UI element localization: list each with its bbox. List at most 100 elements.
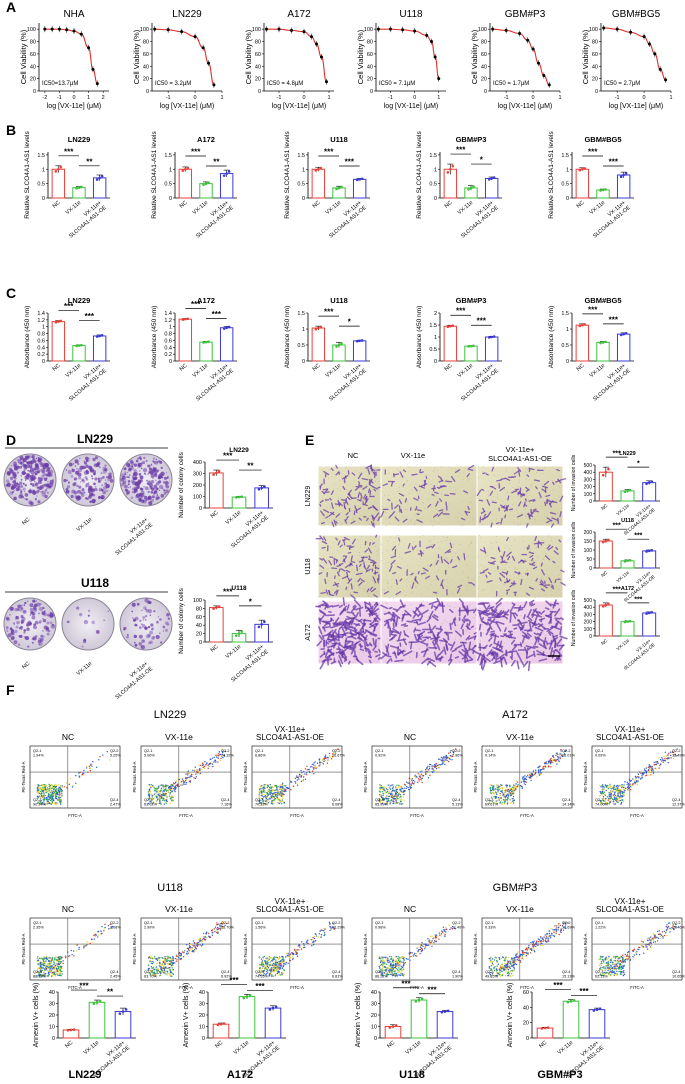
bar-chart-C-GBM#P3: 00.511.52 ******NC VX-11e VX-11e+SLCO4A1-AS… xyxy=(416,296,502,403)
colony xyxy=(18,494,23,499)
membrane-pore xyxy=(464,560,466,562)
membrane-pore xyxy=(541,577,543,579)
colony xyxy=(98,489,101,492)
membrane-pore xyxy=(532,635,534,637)
membrane-pore xyxy=(454,472,456,474)
membrane-pore xyxy=(446,536,448,538)
invading-cell xyxy=(509,613,512,623)
invading-cell xyxy=(447,632,450,641)
invading-cell xyxy=(375,653,382,658)
y-axis-title: Number of colony cells xyxy=(178,451,185,517)
invading-cell xyxy=(336,571,340,577)
data-point xyxy=(277,27,281,31)
event-dot xyxy=(199,767,201,770)
event-dot xyxy=(298,772,301,774)
x-tick-label: 0 xyxy=(72,95,75,101)
replicate-point xyxy=(583,323,587,326)
dish-label: NC xyxy=(21,661,31,671)
y-tick-label: 40 xyxy=(196,623,202,629)
y-tick-label: 100 xyxy=(584,548,593,554)
membrane-pore xyxy=(477,466,479,468)
x-tick-label: 1 xyxy=(220,95,223,101)
invading-cell xyxy=(322,488,329,491)
membrane-pore xyxy=(411,657,413,659)
invading-cell xyxy=(528,646,532,651)
colony xyxy=(95,629,100,634)
y-tick-label: 1 xyxy=(302,167,305,173)
colony xyxy=(147,464,151,468)
invading-cell xyxy=(544,607,550,611)
membrane-pore xyxy=(522,620,524,622)
event-dot xyxy=(335,748,337,751)
event-dot xyxy=(55,790,58,792)
event-dot xyxy=(193,777,195,779)
membrane-pore xyxy=(340,621,342,623)
event-dot xyxy=(48,783,50,786)
membrane-pore xyxy=(334,518,336,520)
flow-col-header: VX-11e xyxy=(165,732,193,742)
event-dot xyxy=(45,803,47,805)
membrane-pore xyxy=(515,603,517,605)
invading-cell xyxy=(449,542,453,549)
quadrant-value: 5.06% xyxy=(144,754,155,758)
invading-cell xyxy=(343,622,351,629)
x-tick-label: 0 xyxy=(532,95,535,101)
membrane-pore xyxy=(429,498,431,500)
event-dot xyxy=(212,765,214,768)
invading-cell xyxy=(552,634,559,638)
event-dot xyxy=(44,790,46,792)
membrane-pore xyxy=(434,495,436,497)
invading-cell xyxy=(464,653,469,661)
colony xyxy=(126,471,129,474)
membrane-pore xyxy=(384,661,386,663)
membrane-pore xyxy=(391,586,393,588)
membrane-pore xyxy=(427,615,429,617)
category-label: NC xyxy=(576,363,586,373)
membrane-pore xyxy=(365,486,367,488)
dish-LN229-1 xyxy=(61,453,115,507)
membrane-pore xyxy=(513,636,515,638)
membrane-pore xyxy=(508,482,510,484)
colony xyxy=(85,464,89,468)
event-dot xyxy=(58,791,61,793)
significance-stars: *** xyxy=(212,310,222,319)
colony xyxy=(22,609,27,614)
event-dot xyxy=(219,759,222,762)
colony xyxy=(85,485,88,488)
invading-cell xyxy=(335,589,339,596)
colony xyxy=(75,470,80,475)
membrane-pore xyxy=(373,606,375,608)
y-tick-label: 60 xyxy=(30,52,36,58)
membrane-pore xyxy=(446,536,448,538)
membrane-pore xyxy=(558,660,560,662)
invading-cell xyxy=(335,520,338,524)
colony xyxy=(34,497,37,500)
event-dot xyxy=(54,784,56,786)
colony xyxy=(79,457,81,460)
membrane-pore xyxy=(324,524,326,526)
colony xyxy=(39,603,42,606)
ic50-label: IC50 = 2.7μM xyxy=(604,81,640,87)
event-dot xyxy=(264,797,267,799)
invading-cell xyxy=(521,559,525,564)
membrane-pore xyxy=(345,489,347,491)
invading-cell xyxy=(492,646,502,652)
membrane-pore xyxy=(534,596,536,598)
event-dot xyxy=(187,774,189,776)
invading-cell xyxy=(470,625,475,629)
invading-cell xyxy=(367,506,373,510)
membrane-pore xyxy=(483,632,485,634)
membrane-pore xyxy=(533,510,535,512)
membrane-pore xyxy=(404,612,406,614)
membrane-pore xyxy=(408,622,410,624)
membrane-pore xyxy=(467,511,469,513)
colony xyxy=(29,603,34,608)
data-point xyxy=(325,80,328,84)
colony xyxy=(29,465,33,469)
replicate-point xyxy=(622,173,625,177)
invading-cell xyxy=(517,621,528,625)
event-dot xyxy=(49,792,51,794)
invading-cell xyxy=(348,508,351,513)
membrane-pore xyxy=(391,506,393,508)
event-dot xyxy=(61,793,63,795)
